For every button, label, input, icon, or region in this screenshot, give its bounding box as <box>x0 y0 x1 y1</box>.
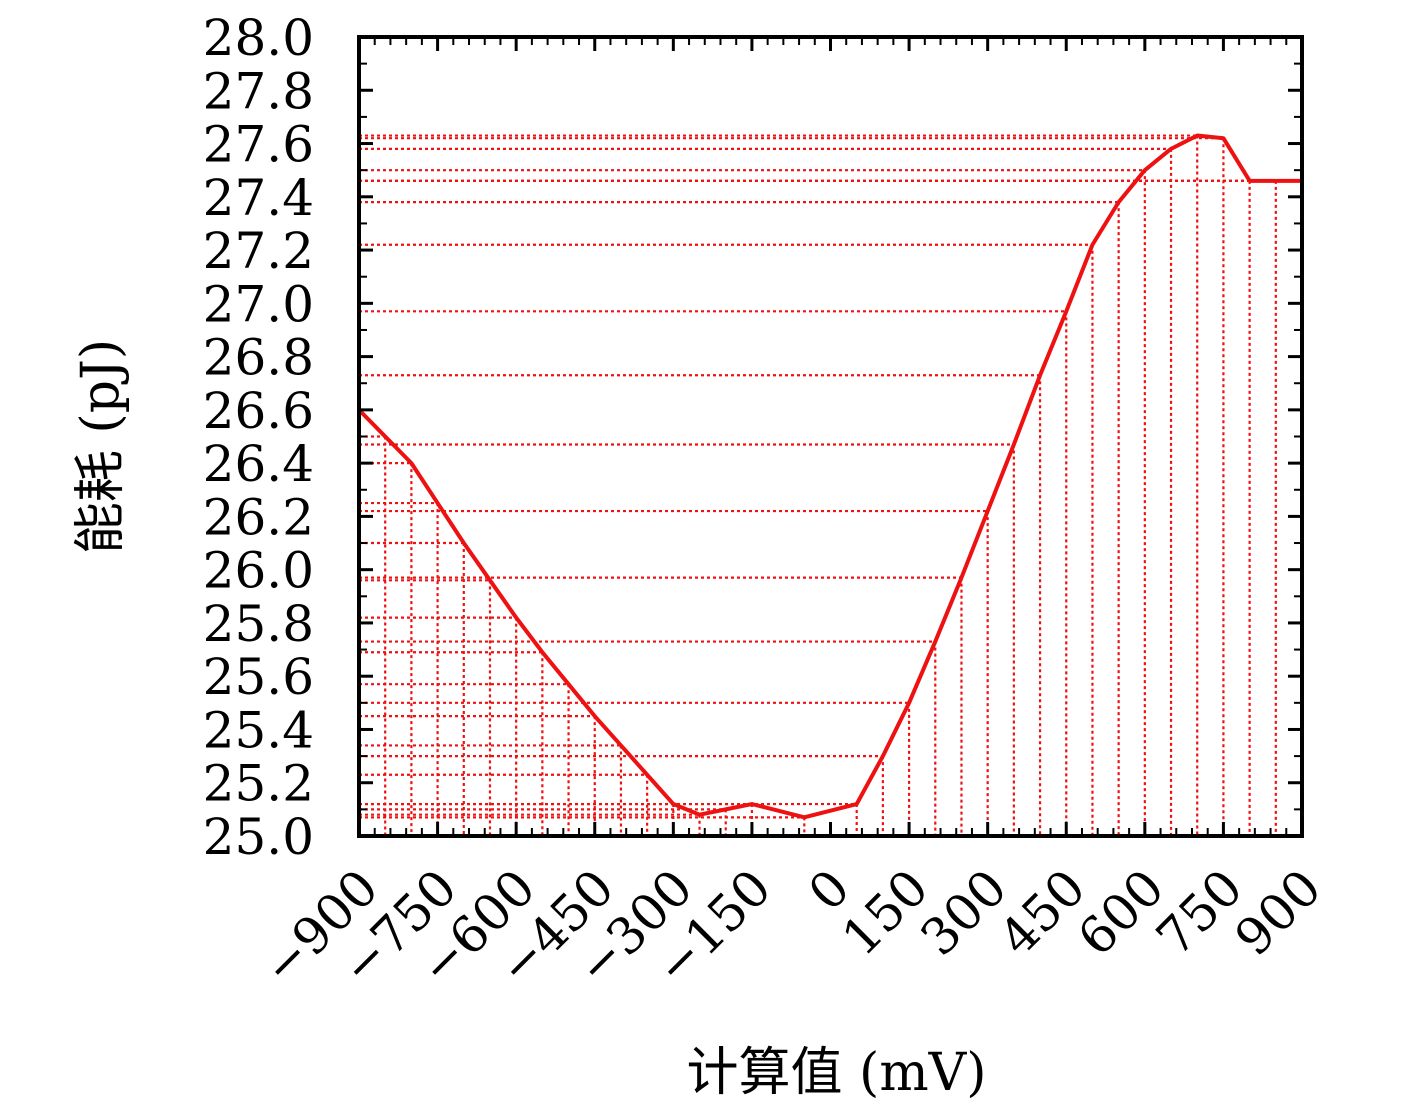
drop-lines <box>357 134 1304 836</box>
y-tick-label: 26.6 <box>203 382 314 440</box>
x-axis-label: 计算值 (mV) <box>687 1043 987 1103</box>
y-tick-label: 25.0 <box>203 808 314 866</box>
y-tick-label: 26.0 <box>203 542 314 600</box>
y-tick-labels: 25.025.225.425.625.826.026.226.426.626.8… <box>203 9 314 866</box>
y-tick-label: 27.4 <box>203 169 314 227</box>
y-tick-label: 27.6 <box>203 116 314 174</box>
y-tick-label: 25.2 <box>203 755 314 813</box>
y-tick-label: 26.2 <box>203 488 314 546</box>
y-tick-label: 26.4 <box>203 435 314 493</box>
x-tick-labels: −900−750−600−450−300−150 0150300450600750… <box>251 858 1332 996</box>
y-tick-label: 27.2 <box>203 222 314 280</box>
y-tick-label: 27.0 <box>203 275 314 333</box>
y-axis-label: 能耗 (pJ) <box>71 339 131 554</box>
series-line <box>357 133 1302 820</box>
x-tick-label: 900 <box>1224 858 1332 966</box>
y-tick-label: 25.8 <box>203 595 314 653</box>
y-tick-label: 25.6 <box>203 648 314 706</box>
y-tick-label: 26.8 <box>203 329 314 387</box>
series-layer <box>357 133 1302 820</box>
y-tick-label: 25.4 <box>203 701 314 759</box>
y-tick-label: 27.8 <box>203 62 314 120</box>
y-tick-label: 28.0 <box>203 9 314 67</box>
axis-ticks <box>357 35 1304 838</box>
